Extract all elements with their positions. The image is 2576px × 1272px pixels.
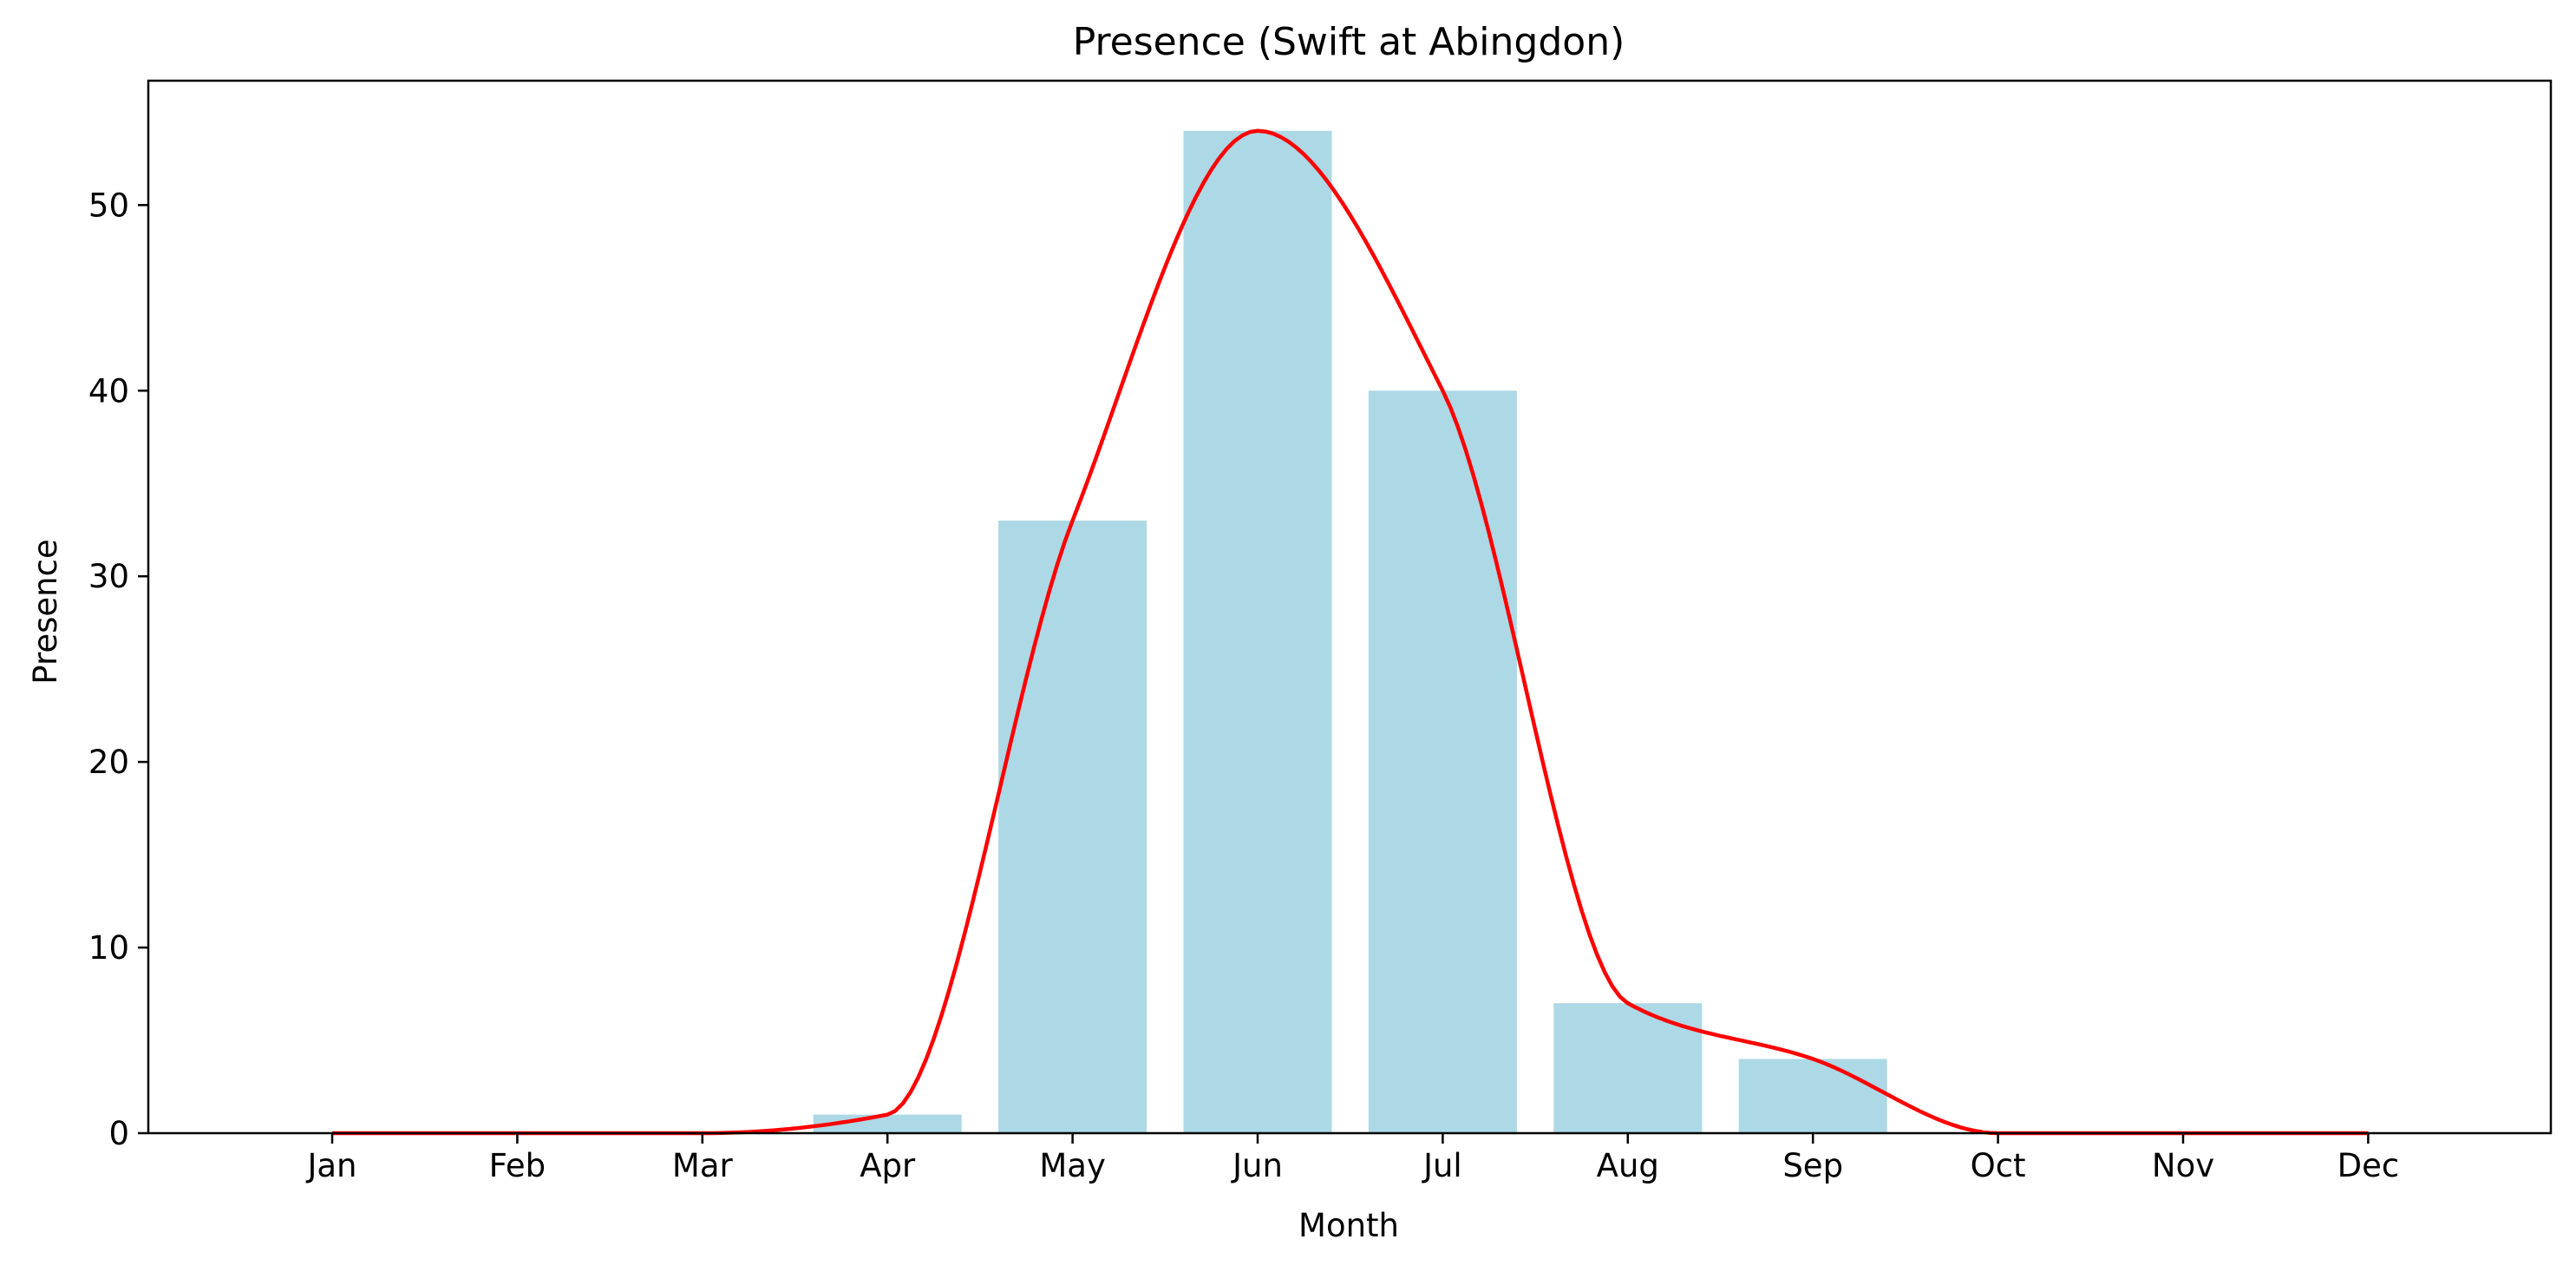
x-tick-label-jan: Jan (305, 1147, 356, 1184)
x-tick-label-nov: Nov (2152, 1147, 2214, 1184)
x-tick-label-sep: Sep (1782, 1147, 1843, 1184)
x-axis-title: Month (1298, 1207, 1399, 1244)
chart-title: Presence (Swift at Abingdon) (1073, 20, 1625, 64)
x-tick-label-aug: Aug (1597, 1147, 1659, 1184)
x-tick-label-apr: Apr (860, 1147, 916, 1184)
y-tick-label-40: 40 (88, 372, 129, 410)
bar-aug (1553, 1003, 1703, 1133)
bar-sep (1738, 1059, 1887, 1133)
axes-layer: Jan Feb Mar Apr May Jun Jul Aug Sep Oct Nov Dec 0 10 2… (88, 79, 2553, 1184)
x-tick-label-mar: Mar (672, 1147, 734, 1184)
y-axis-title: Presence (27, 539, 64, 684)
plot-frame (147, 79, 2553, 1135)
y-tick-label-20: 20 (88, 744, 129, 781)
x-tick-label-may: May (1039, 1147, 1106, 1184)
x-tick-label-feb: Feb (489, 1147, 546, 1184)
bars-layer (813, 130, 1887, 1133)
bar-jul (1368, 390, 1517, 1133)
bar-jun (1183, 130, 1332, 1133)
x-tick-label-jul: Jul (1422, 1147, 1462, 1184)
y-tick-label-50: 50 (88, 187, 129, 224)
x-tick-label-dec: Dec (2337, 1147, 2400, 1184)
bar-may (998, 521, 1147, 1133)
y-tick-label-10: 10 (88, 929, 129, 967)
y-tick-label-30: 30 (88, 558, 129, 595)
x-tick-label-jun: Jun (1231, 1147, 1283, 1184)
x-tick-label-oct: Oct (1971, 1147, 2026, 1184)
y-tick-label-0: 0 (108, 1115, 129, 1152)
